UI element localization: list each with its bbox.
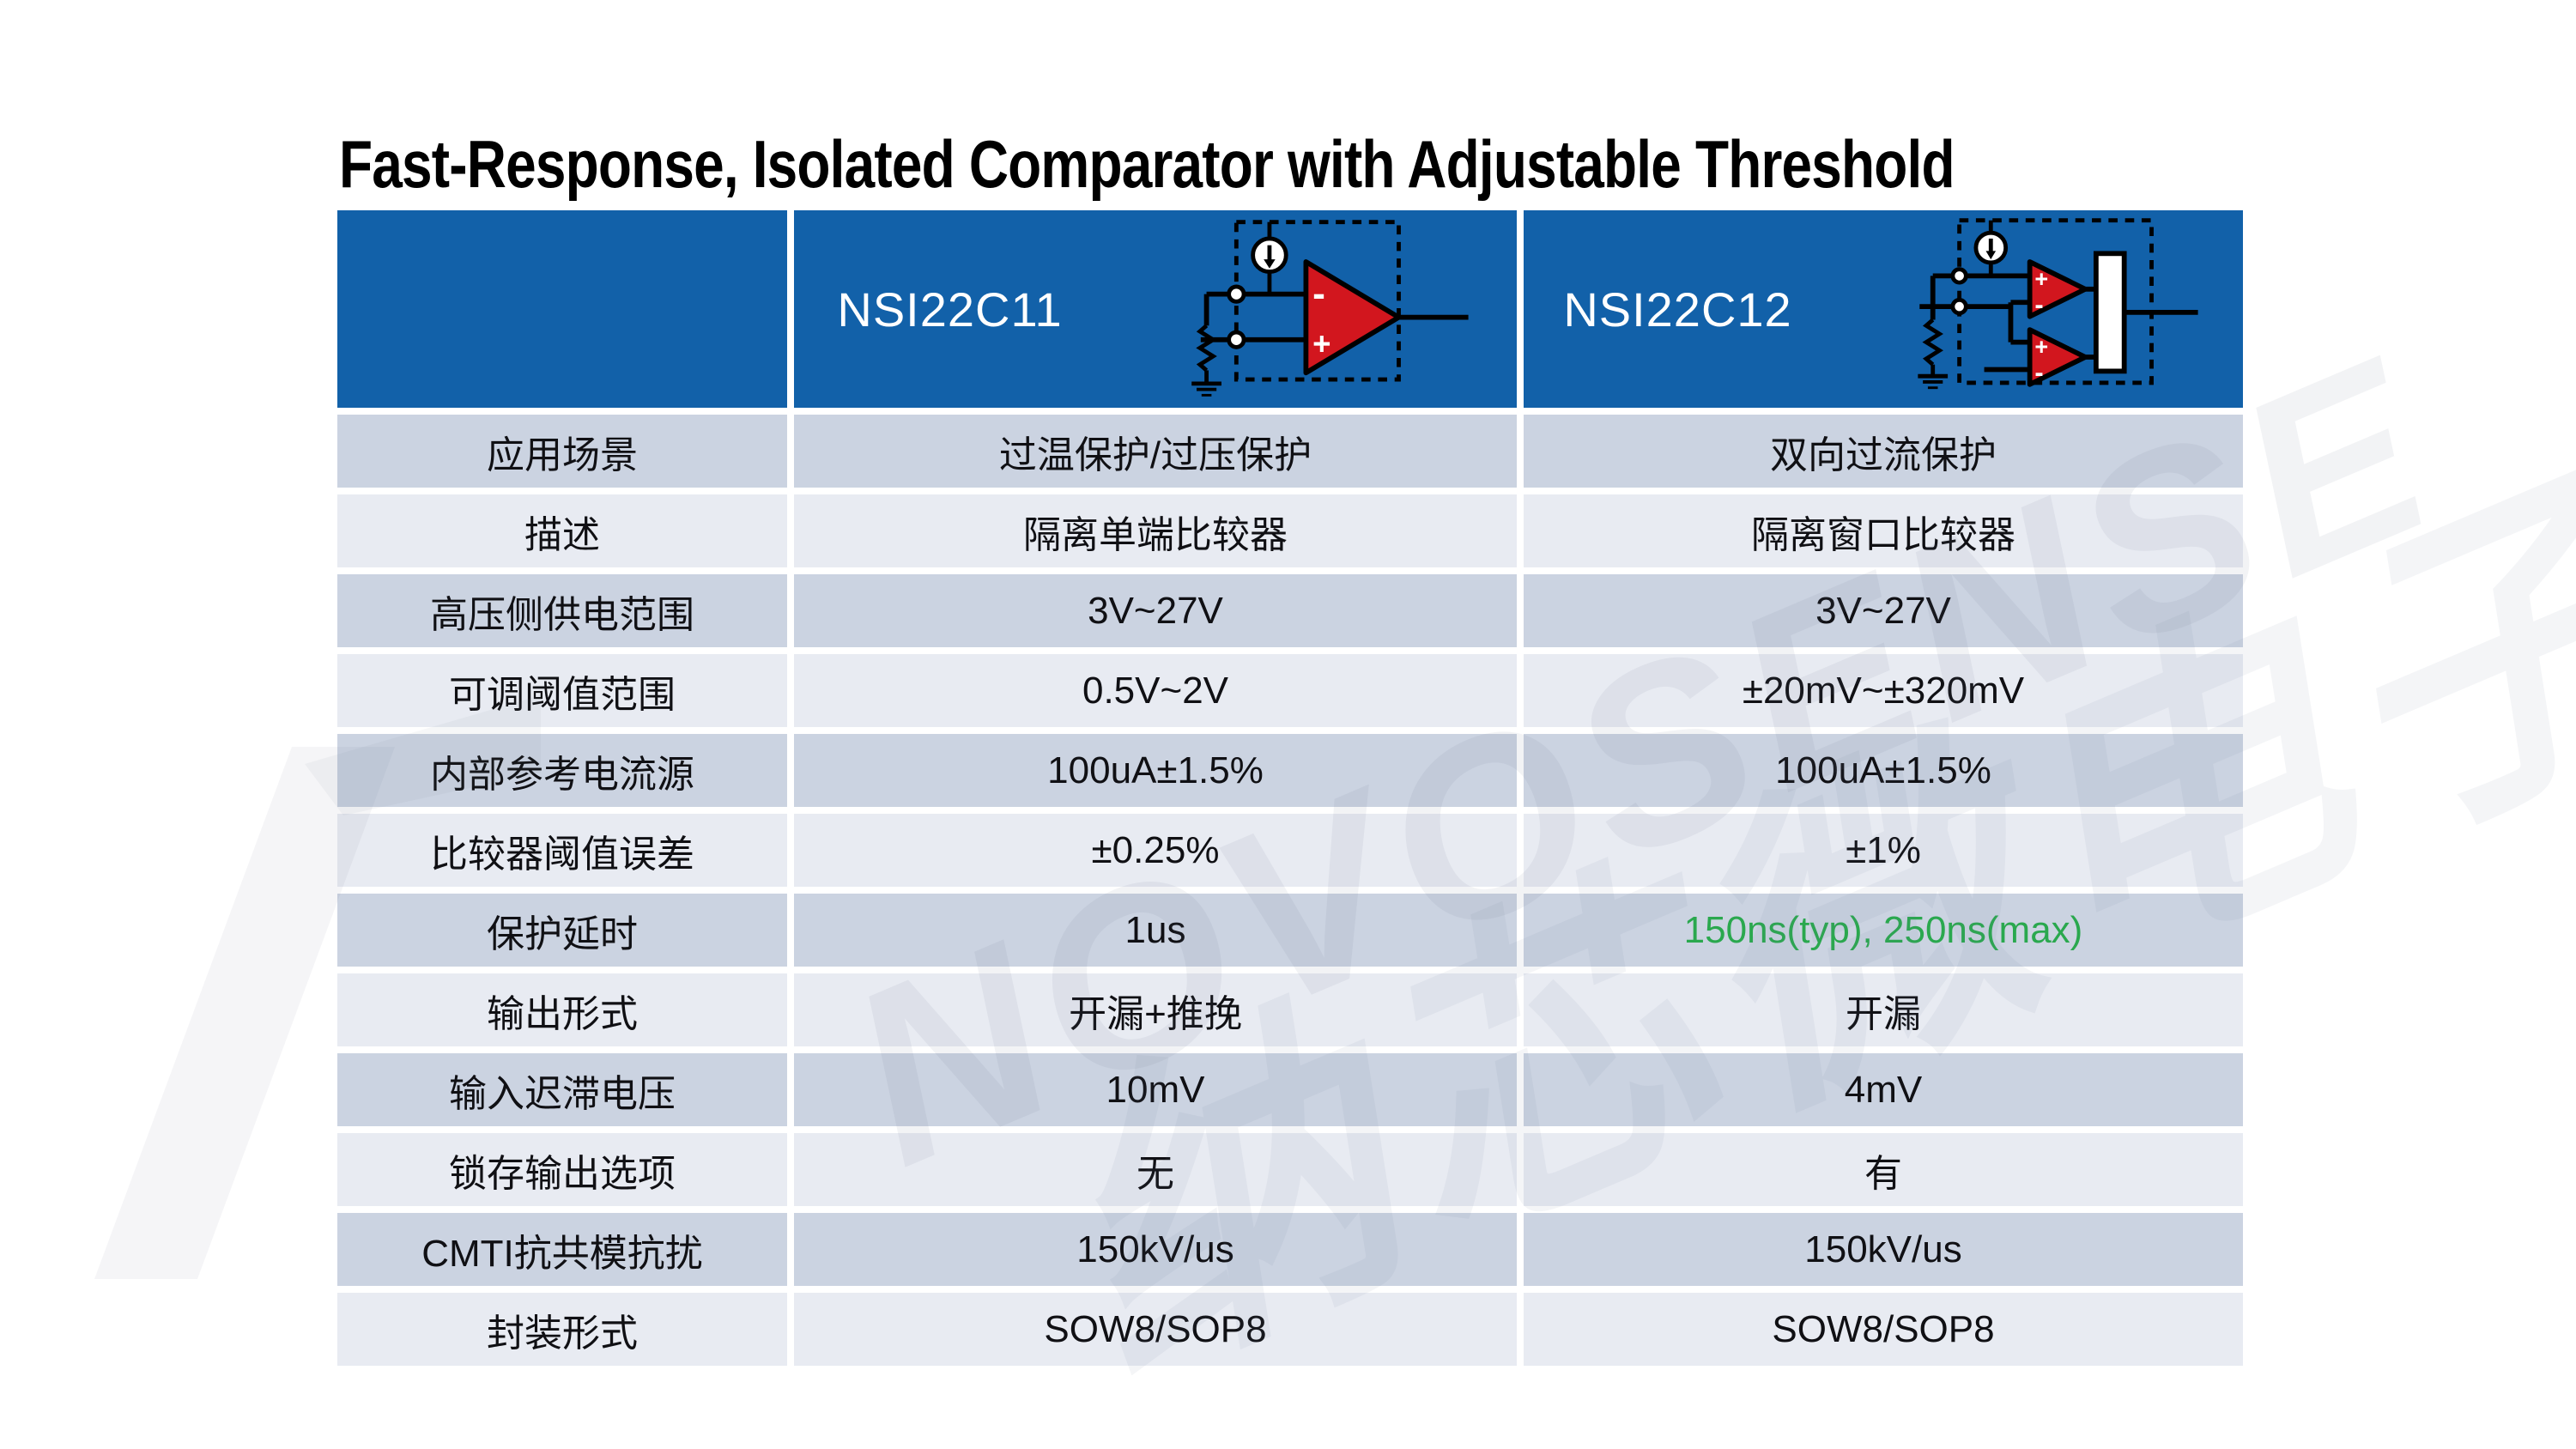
- row-value-nsi22c11: 10mV: [794, 1053, 1517, 1126]
- current-arrow-icon: [1985, 251, 1996, 260]
- row-value-nsi22c11: 100uA±1.5%: [794, 734, 1517, 807]
- product-name-nsi22c11: NSI22C11: [837, 282, 1063, 336]
- pin-dot: [1950, 267, 1968, 285]
- row-label: 比较器阈值误差: [337, 814, 787, 887]
- row-value-nsi22c12: SOW8/SOP8: [1524, 1293, 2243, 1366]
- row-value-nsi22c11: 无: [794, 1133, 1517, 1206]
- product-name-nsi22c12: NSI22C12: [1563, 282, 1792, 336]
- row-value-nsi22c12: 开漏: [1524, 973, 2243, 1046]
- row-value-nsi22c11: 3V~27V: [794, 574, 1517, 647]
- row-value-nsi22c12: 有: [1524, 1133, 2243, 1206]
- pin-dot: [1226, 284, 1246, 304]
- row-label: 应用场景: [337, 415, 787, 488]
- resistor-icon: [1922, 318, 1943, 367]
- header-nsi22c12: NSI22C12: [1524, 210, 2243, 408]
- row-value-nsi22c11: 开漏+推挽: [794, 973, 1517, 1046]
- page-title: Fast-Response, Isolated Comparator with …: [339, 126, 1955, 202]
- row-value-nsi22c11: 1us: [794, 894, 1517, 967]
- row-value-nsi22c11: 0.5V~2V: [794, 654, 1517, 727]
- row-value-nsi22c12: 100uA±1.5%: [1524, 734, 2243, 807]
- ground-icon: [1191, 381, 1221, 397]
- minus-input-label: -: [2034, 357, 2043, 387]
- pin-dot: [1950, 297, 1968, 316]
- row-label: 封装形式: [337, 1293, 787, 1366]
- comparison-table: NSI22C11 -: [337, 210, 2243, 1366]
- minus-input-label: -: [1312, 273, 1325, 315]
- row-label: 可调阈值范围: [337, 654, 787, 727]
- row-label: 输入迟滞电压: [337, 1053, 787, 1126]
- row-value-nsi22c12: ±20mV~±320mV: [1524, 654, 2243, 727]
- row-label: 内部参考电流源: [337, 734, 787, 807]
- row-value-nsi22c11: 隔离单端比较器: [794, 494, 1517, 567]
- row-value-nsi22c12-highlighted: 150ns(typ), 250ns(max): [1524, 894, 2243, 967]
- row-value-nsi22c11: 150kV/us: [794, 1213, 1517, 1286]
- row-label: 高压侧供电范围: [337, 574, 787, 647]
- row-value-nsi22c12: 150kV/us: [1524, 1213, 2243, 1286]
- minus-input-label: -: [2034, 289, 2043, 319]
- comparator-triangle-icon: [1303, 259, 1402, 376]
- row-label: 描述: [337, 494, 787, 567]
- plus-input-label: +: [2034, 334, 2048, 360]
- current-arrow-icon: [1263, 259, 1276, 269]
- row-value-nsi22c12: 双向过流保护: [1524, 415, 2243, 488]
- row-value-nsi22c11: SOW8/SOP8: [794, 1293, 1517, 1366]
- row-value-nsi22c11: 过温保护/过压保护: [794, 415, 1517, 488]
- chip-outline: [1956, 218, 2154, 385]
- resistor-icon: [1195, 324, 1217, 373]
- row-label: 锁存输出选项: [337, 1133, 787, 1206]
- row-label: 输出形式: [337, 973, 787, 1046]
- plus-input-label: +: [2034, 266, 2048, 292]
- row-value-nsi22c12: 4mV: [1524, 1053, 2243, 1126]
- row-label: CMTI抗共模抗扰: [337, 1213, 787, 1286]
- row-value-nsi22c12: 隔离窗口比较器: [1524, 494, 2243, 567]
- row-value-nsi22c12: ±1%: [1524, 814, 2243, 887]
- nsi22c11-circuit-diagram-icon: - +: [1191, 220, 1469, 397]
- row-value-nsi22c12: 3V~27V: [1524, 574, 2243, 647]
- plus-input-label: +: [1312, 326, 1330, 361]
- nsi22c12-circuit-diagram-icon: + - + -: [1918, 218, 2198, 390]
- pin-dot: [1226, 330, 1246, 349]
- header-nsi22c11: NSI22C11 -: [794, 210, 1517, 408]
- comparator-triangle-icon: [2027, 259, 2088, 319]
- header-empty-cell: [337, 210, 787, 408]
- ground-icon: [1918, 373, 1948, 390]
- logic-block: [2093, 251, 2127, 374]
- comparator-triangle-icon: [2027, 327, 2088, 387]
- row-value-nsi22c11: ±0.25%: [794, 814, 1517, 887]
- row-label: 保护延时: [337, 894, 787, 967]
